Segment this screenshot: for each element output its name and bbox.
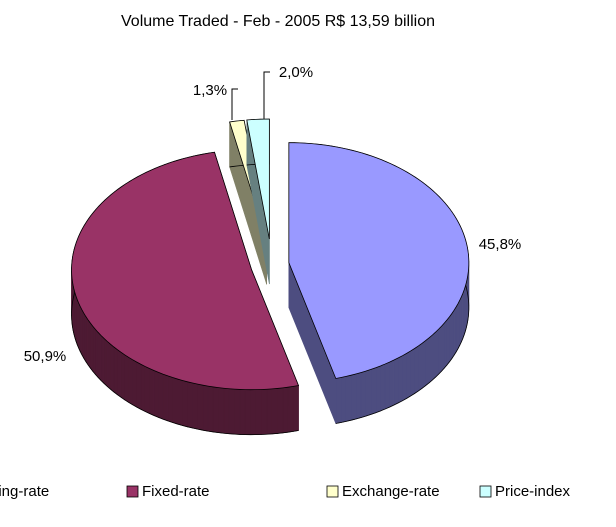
data-label: 1,3% (193, 82, 227, 99)
slice-side (402, 352, 407, 402)
slice-side (153, 370, 159, 418)
slice-side (444, 319, 448, 369)
slice-side (167, 375, 174, 423)
slice (246, 118, 270, 240)
legend-label: Fixed-rate (142, 483, 210, 500)
slice-side (345, 374, 352, 422)
slice-side (97, 331, 102, 382)
slice-side (282, 386, 289, 434)
slice-side (277, 387, 284, 434)
slice-side (223, 387, 230, 435)
slice-side (414, 345, 419, 395)
slice-side (85, 315, 89, 366)
slice-side (149, 368, 155, 416)
slice-side (212, 386, 219, 433)
slice-side (438, 325, 442, 375)
slice-side (120, 351, 125, 401)
slice-side (192, 382, 198, 430)
slice-side (116, 348, 122, 398)
leader-line (263, 71, 270, 122)
slice-side (136, 361, 142, 410)
slice-side (410, 347, 415, 397)
slice-side (182, 380, 188, 428)
slice-side (100, 334, 105, 385)
slice-side (113, 346, 118, 396)
slice-side (350, 373, 357, 421)
slice-side (287, 386, 294, 433)
slice-side (132, 359, 137, 408)
slice-side (428, 334, 433, 384)
slice-side (261, 388, 268, 435)
slice-side (162, 373, 169, 422)
leader-line (231, 88, 238, 120)
slice-side (453, 305, 457, 357)
slice-side (266, 388, 273, 435)
slice-side (375, 365, 381, 414)
slice-side (441, 322, 445, 372)
slice-side (92, 325, 96, 376)
slice-side (187, 381, 193, 429)
slice-side (255, 389, 262, 435)
legend-swatch (326, 485, 339, 498)
slice-side (218, 387, 225, 434)
slice-side (449, 312, 453, 363)
slice-side (360, 370, 367, 418)
slice-side (250, 389, 257, 435)
slice-side (435, 328, 439, 378)
data-label: 2,0% (279, 64, 313, 81)
slice-side (393, 357, 399, 406)
legend-label: Exchange-rate (342, 483, 440, 500)
slice-side (197, 383, 204, 431)
slice-side (95, 328, 99, 379)
slice-side (365, 369, 372, 417)
slice-side (292, 385, 299, 432)
slice-side (406, 350, 411, 399)
slice (288, 142, 470, 379)
slice-side (421, 340, 426, 389)
slice-side (83, 312, 87, 363)
slice-side (451, 309, 455, 360)
chart-title: Volume Traded - Feb - 2005 R$ 13,59 bill… (121, 13, 435, 30)
slice-side (128, 356, 133, 406)
slice-side (446, 315, 450, 366)
slice-side (244, 389, 251, 435)
slice-edge (229, 164, 245, 168)
slice-side (202, 384, 209, 432)
slice-side (335, 377, 342, 424)
data-label: 45,8% (479, 236, 522, 253)
slice-side (124, 354, 129, 403)
slice-side (234, 388, 241, 435)
slice-side (103, 337, 108, 387)
slice-side (425, 337, 430, 387)
slice-side (89, 322, 94, 372)
slice-side (177, 378, 183, 426)
slice-side (384, 361, 390, 410)
slice-side (389, 359, 395, 408)
slice-side (87, 318, 91, 369)
slice-side (380, 363, 386, 412)
slice-side (140, 363, 146, 412)
legend-label: Price-index (495, 483, 571, 500)
slice-side (397, 355, 403, 404)
slice-side (418, 342, 423, 392)
slice-side (355, 372, 362, 420)
slice (71, 151, 300, 391)
slice-side (110, 343, 115, 393)
legend-label: Floating-rate (0, 483, 49, 500)
data-label: 50,9% (24, 348, 67, 365)
slice-side (432, 331, 436, 381)
slice-side (370, 367, 377, 415)
slice-side (228, 388, 235, 435)
slice-side (144, 365, 150, 414)
slice-side (239, 389, 246, 435)
slice-side (172, 377, 178, 425)
slice-side (271, 388, 278, 435)
slice-side (207, 385, 214, 433)
slice-side (158, 371, 164, 420)
slice-side (340, 376, 347, 423)
slice-side (106, 340, 111, 390)
legend-swatch (479, 485, 492, 498)
legend-swatch (126, 485, 139, 498)
